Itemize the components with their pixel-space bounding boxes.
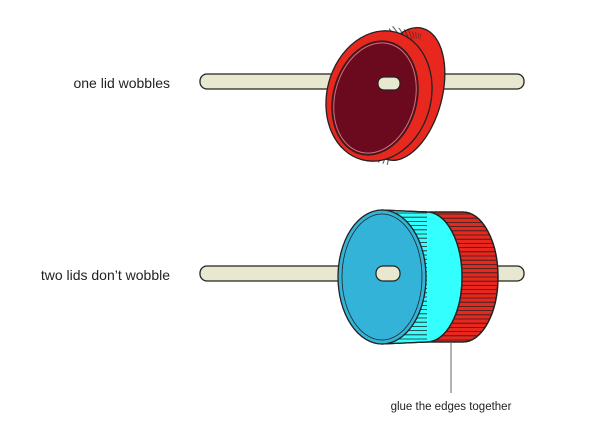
label-bottom: two lids don’t wobble: [41, 267, 170, 283]
callout: glue the edges together: [391, 342, 512, 413]
label-callout: glue the edges together: [391, 401, 512, 413]
top-assembly: one lid wobbles: [73, 24, 525, 165]
bottom-assembly: two lids don’t wobble: [41, 209, 525, 345]
bottom-blue-lid-face: [337, 209, 427, 345]
top-red-lid: [325, 24, 446, 165]
label-top: one lid wobbles: [73, 75, 170, 91]
